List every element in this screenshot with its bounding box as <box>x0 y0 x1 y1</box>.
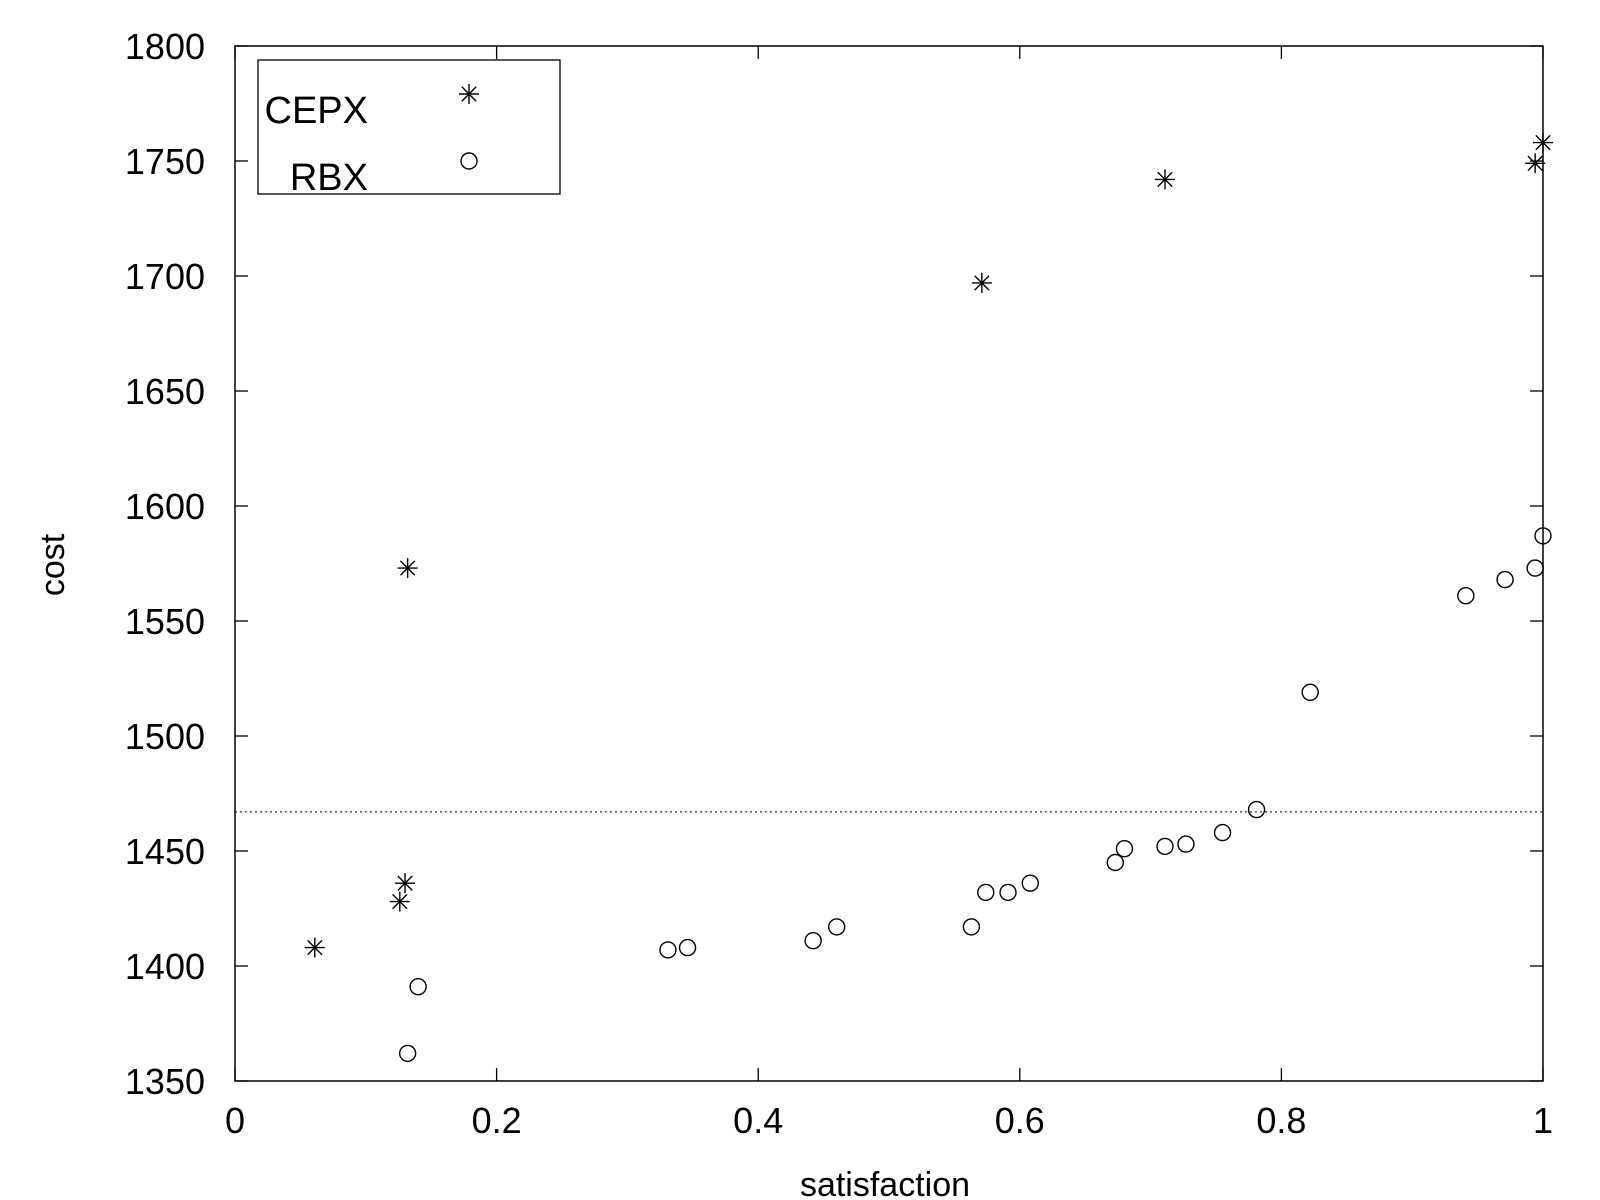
rbx-point <box>1247 800 1266 819</box>
x-tick-label: 1 <box>1533 1100 1553 1141</box>
rbx-point <box>1496 570 1514 589</box>
rbx-point <box>999 883 1017 902</box>
legend-box <box>257 59 561 195</box>
cepx-point <box>971 272 992 293</box>
cepx-point <box>397 558 418 579</box>
y-tick-label: 1800 <box>125 26 205 67</box>
legend-asterisk-icon <box>459 84 479 104</box>
y-tick-label: 1400 <box>125 946 205 987</box>
rbx-point <box>1177 835 1195 853</box>
x-axis-title: satisfaction <box>800 1166 970 1200</box>
rbx-point <box>962 918 981 936</box>
x-tick-label: 0.6 <box>995 1100 1045 1141</box>
cepx-point <box>395 873 416 894</box>
rbx-point <box>827 918 846 936</box>
y-tick-label: 1600 <box>125 486 205 527</box>
rbx-point <box>1213 823 1232 842</box>
rbx-point <box>1106 853 1124 872</box>
x-tick-label: 0.4 <box>733 1100 783 1141</box>
y-tick-label: 1500 <box>125 716 205 757</box>
rbx-point <box>1301 683 1319 701</box>
plot-frame <box>234 45 1544 1082</box>
y-tick-label: 1750 <box>125 141 205 182</box>
y-tick-label: 1700 <box>125 256 205 297</box>
rbx-point <box>1156 837 1174 856</box>
y-tick-label: 1350 <box>125 1061 205 1102</box>
rbx-point <box>1526 559 1544 577</box>
rbx-point <box>1115 840 1134 858</box>
rbx-point <box>409 978 427 996</box>
x-tick-label: 0 <box>225 1100 245 1141</box>
rbx-point <box>398 1044 417 1063</box>
y-axis-title: cost <box>34 533 72 596</box>
rbx-point <box>1021 874 1039 892</box>
rbx-point <box>977 883 995 902</box>
cepx-point <box>389 891 410 912</box>
y-tick-label: 1650 <box>125 371 205 412</box>
legend-label-rbx: RBX <box>290 157 368 199</box>
legend-circle-icon <box>460 152 478 170</box>
cepx-point <box>1533 132 1553 153</box>
rbx-point <box>678 938 697 957</box>
rbx-point <box>1534 527 1552 545</box>
rbx-point <box>1457 587 1475 605</box>
x-tick-label: 0.8 <box>1256 1100 1306 1141</box>
cepx-point <box>304 937 325 958</box>
cepx-point <box>1525 153 1546 174</box>
y-tick-label: 1550 <box>125 601 205 642</box>
cepx-point <box>1154 169 1175 190</box>
y-tick-label: 1450 <box>125 831 205 872</box>
rbx-point <box>659 941 677 959</box>
x-tick-label: 0.2 <box>472 1100 522 1141</box>
rbx-point <box>804 932 822 950</box>
legend-label-cepx: CEPX <box>265 90 368 132</box>
